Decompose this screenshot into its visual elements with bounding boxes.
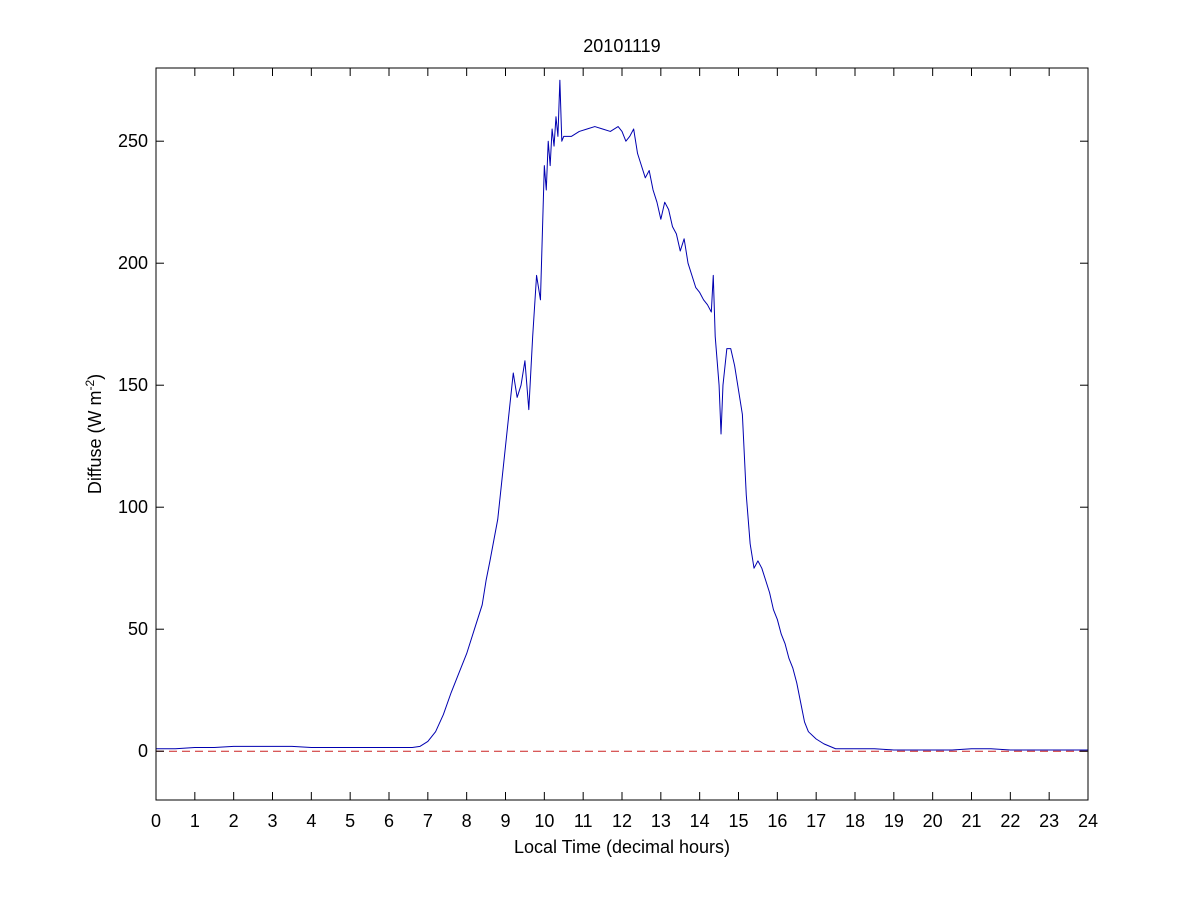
- diffuse-series-line: [156, 79, 1088, 751]
- y-axis-title-superscript: -2: [83, 379, 97, 390]
- x-tick-label: 0: [151, 811, 161, 831]
- x-tick-label: 12: [612, 811, 632, 831]
- x-tick-label: 10: [534, 811, 554, 831]
- x-tick-label: 15: [728, 811, 748, 831]
- x-axis-title: Local Time (decimal hours): [514, 837, 730, 857]
- x-tick-label: 7: [423, 811, 433, 831]
- x-axis-ticks: 0 1 2 3 4 5 6 7 8 9 10 11 12 13 14 15 16 17 18 19 20 21 22 23 24: [151, 68, 1098, 831]
- y-tick-label: 0: [138, 741, 148, 761]
- y-tick-label: 250: [118, 131, 148, 151]
- x-tick-label: 21: [961, 811, 981, 831]
- y-tick-label: 150: [118, 375, 148, 395]
- x-tick-label: 13: [651, 811, 671, 831]
- x-tick-label: 14: [690, 811, 710, 831]
- series-layer: [156, 79, 1088, 751]
- y-tick-label: 50: [128, 619, 148, 639]
- y-axis-title-main: Diffuse (W m: [85, 390, 105, 494]
- x-tick-label: 17: [806, 811, 826, 831]
- plot-area: [156, 68, 1088, 800]
- x-tick-label: 1: [190, 811, 200, 831]
- x-tick-label: 11: [574, 811, 593, 831]
- x-tick-label: 5: [345, 811, 355, 831]
- x-tick-label: 9: [500, 811, 510, 831]
- x-tick-label: 3: [267, 811, 277, 831]
- x-tick-label: 4: [306, 811, 316, 831]
- y-tick-label: 100: [118, 497, 148, 517]
- x-tick-label: 24: [1078, 811, 1098, 831]
- x-tick-label: 16: [767, 811, 787, 831]
- chart-title: 20101119: [583, 36, 660, 56]
- x-tick-label: 20: [923, 811, 943, 831]
- x-tick-label: 18: [845, 811, 865, 831]
- y-axis-ticks: 0 50 100 150 200 250: [118, 131, 1088, 761]
- x-tick-label: 2: [229, 811, 239, 831]
- y-axis-title: Diffuse (W m-2): [83, 374, 105, 494]
- x-tick-label: 6: [384, 811, 394, 831]
- x-tick-label: 22: [1000, 811, 1020, 831]
- x-tick-label: 19: [884, 811, 904, 831]
- y-axis-title-close: ): [85, 374, 105, 380]
- y-tick-label: 200: [118, 253, 148, 273]
- x-tick-label: 8: [462, 811, 472, 831]
- x-tick-label: 23: [1039, 811, 1059, 831]
